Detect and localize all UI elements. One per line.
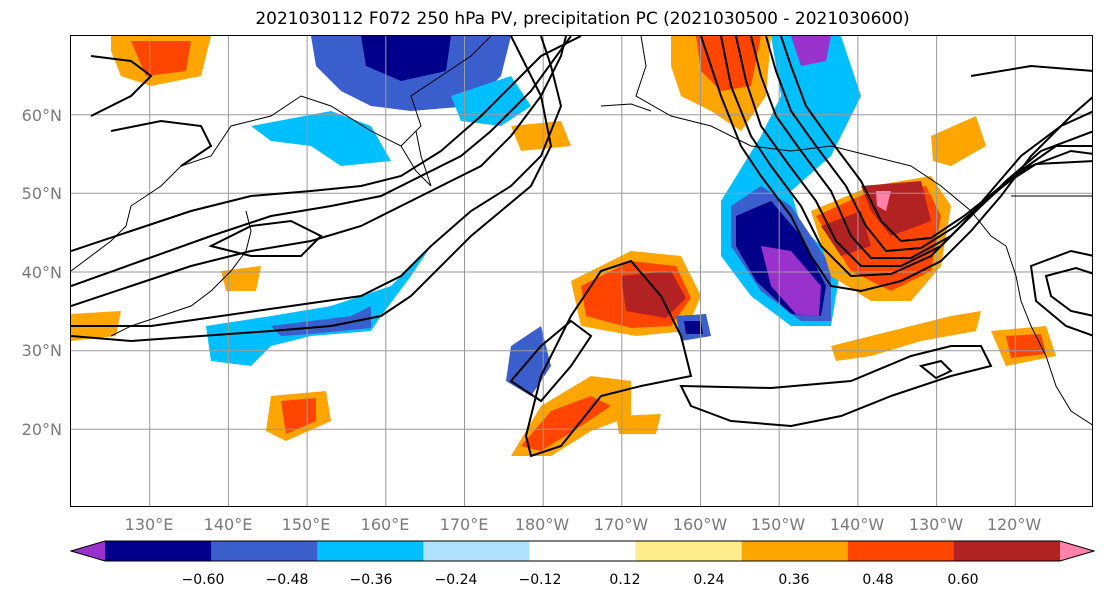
lat-label-60n: 60°N	[21, 106, 62, 125]
pv-contour-low	[208, 219, 323, 257]
colorbar-tick-label: 0.36	[778, 572, 810, 588]
colorbar-segment	[211, 541, 318, 561]
colorbar-segment	[953, 541, 1061, 561]
colorbar-tick-label: −0.36	[349, 572, 393, 588]
precip-shade-pacific-band-neg	[206, 246, 431, 366]
colorbar-segment	[423, 541, 530, 561]
pv-contour-trough-3	[735, 36, 1092, 267]
pv-contour-central-2	[509, 319, 593, 403]
colorbar	[70, 540, 1095, 562]
precip-shade-nw-pos-core	[131, 41, 191, 76]
pv-contour-subtrop-2	[918, 359, 953, 380]
precip-shade-top-violet	[791, 36, 831, 66]
coast-kamchatka	[400, 130, 432, 187]
colorbar-segment	[741, 541, 849, 561]
pv-contours	[71, 36, 1092, 458]
precip-shade-bc-pos	[931, 116, 986, 166]
lon-label-120w: 120°W	[986, 515, 1042, 534]
lat-label-30n: 30°N	[21, 341, 62, 360]
precip-shade-japan-pos-n	[221, 266, 261, 291]
coast-na-west	[1005, 245, 1092, 426]
pv-contour-central-1	[524, 259, 693, 458]
pv-contour-east-low-2	[1044, 266, 1092, 317]
map-canvas	[71, 36, 1092, 506]
colorbar-tick-label: −0.24	[434, 572, 478, 588]
lon-label-170w: 170°W	[593, 515, 649, 534]
colorbar-tick-label: 0.48	[862, 572, 894, 588]
colorbar-tick-label: −0.12	[518, 572, 562, 588]
lon-label-160e: 160°E	[360, 515, 410, 534]
colorbar-tick-label: −0.60	[181, 572, 225, 588]
coast-alaska	[635, 36, 1007, 247]
pv-contour-3	[71, 36, 567, 307]
precip-shade-trough-violet	[761, 246, 821, 316]
precip-shading	[71, 36, 1056, 456]
lon-label-170e: 170°E	[439, 515, 489, 534]
colorbar-segment	[529, 541, 637, 561]
lon-label-140w: 140°W	[829, 515, 885, 534]
colorbar-extend-low	[71, 541, 105, 561]
pv-contour-4	[71, 36, 572, 287]
coast-aleutians	[600, 103, 652, 112]
precip-shade-aleutian-pos	[511, 121, 571, 151]
coast-japan	[110, 210, 252, 337]
precip-shade-kamchatka-light	[451, 76, 531, 126]
lon-label-130e: 130°E	[124, 515, 174, 534]
colorbar-extend-high	[1060, 541, 1094, 561]
pv-contour-trough-4	[750, 36, 1092, 259]
coast-asia	[71, 36, 492, 272]
precip-shade-okhotsk-core	[361, 36, 451, 81]
lon-label-180w: 180°W	[514, 515, 570, 534]
pv-contour-trough-5	[765, 36, 1092, 253]
precip-shade-baja-core	[1006, 334, 1046, 358]
coastlines	[71, 36, 1092, 426]
lat-label-40n: 40°N	[21, 263, 62, 282]
pv-contour-7	[110, 119, 213, 167]
lon-label-140e: 140°E	[203, 515, 253, 534]
pv-contour-east-top	[970, 64, 1092, 77]
pv-contour-trough-2	[720, 36, 1092, 278]
precip-shade-goa-pink	[876, 191, 891, 211]
colorbar-outline	[70, 540, 1095, 562]
map-title: 2021030112 F072 250 hPa PV, precipitatio…	[255, 9, 910, 29]
colorbar-segment	[635, 541, 743, 561]
pv-contour-5	[71, 36, 582, 252]
lon-label-150e: 150°E	[281, 515, 331, 534]
pv-contour-subtrop-1	[679, 345, 993, 428]
colorbar-segment	[317, 541, 424, 561]
graticule	[71, 36, 1092, 506]
colorbar-tick-label: 0.24	[693, 572, 725, 588]
precip-shade-east-band	[831, 311, 981, 361]
colorbar-segment	[847, 541, 955, 561]
lon-label-160w: 160°W	[672, 515, 728, 534]
lat-label-20n: 20°N	[21, 420, 62, 439]
colorbar-tick-label: 0.60	[947, 572, 979, 588]
lon-label-130w: 130°W	[908, 515, 964, 534]
precip-shade-okhotsk-light	[251, 111, 391, 166]
lon-label-150w: 150°W	[750, 515, 806, 534]
lat-label-50n: 50°N	[21, 184, 62, 203]
precip-shade-cell-core	[684, 321, 703, 334]
pv-contour-2	[71, 36, 563, 327]
pv-contour-6	[90, 55, 153, 117]
pv-contour-1	[71, 36, 553, 343]
colorbar-segment	[105, 541, 212, 561]
precip-shade-hawaii-pos	[616, 414, 661, 434]
map-panel	[70, 35, 1093, 507]
pv-contour-east-low	[1029, 249, 1092, 337]
colorbar-tick-label: −0.48	[265, 572, 309, 588]
precip-shade-central-dark	[621, 271, 686, 318]
colorbar-tick-label: 0.12	[609, 572, 641, 588]
pv-contour-trough-6	[780, 36, 1092, 243]
